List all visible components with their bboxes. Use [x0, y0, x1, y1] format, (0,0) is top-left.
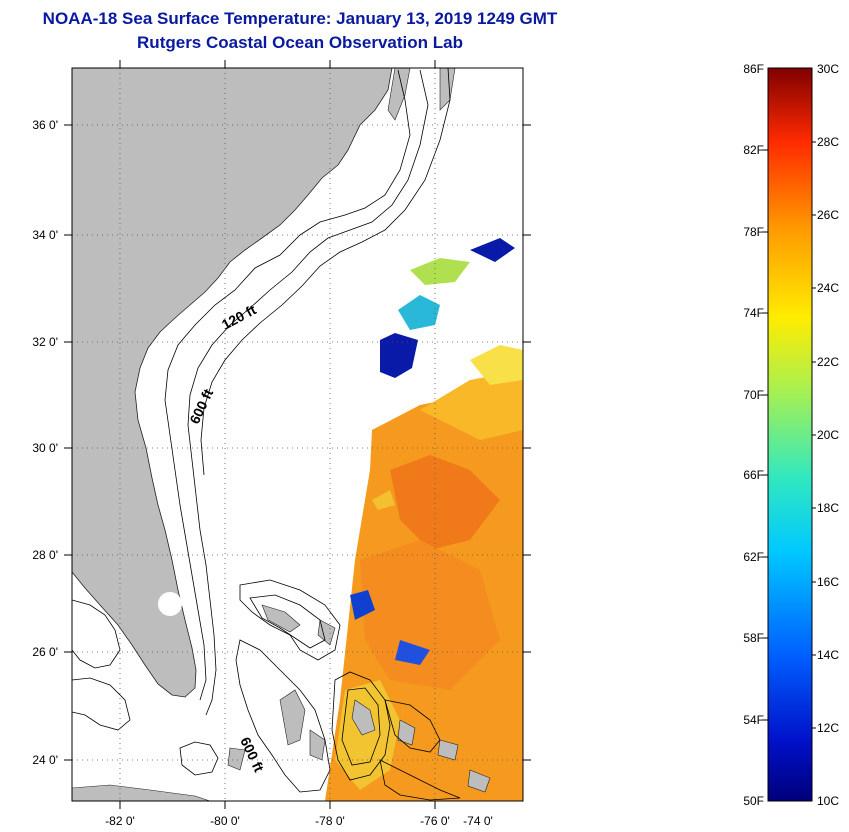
- map-panel: 120 ft 600 ft 600 ft: [72, 68, 523, 801]
- map-title: NOAA-18 Sea Surface Temperature: January…: [42, 9, 558, 28]
- lon-label: -76 0': [420, 814, 450, 828]
- lat-label: 28 0': [32, 548, 58, 562]
- colorbar-f-label: 74F: [743, 306, 764, 320]
- colorbar-c-label: 30C: [817, 62, 839, 76]
- map-subtitle: Rutgers Coastal Ocean Observation Lab: [137, 33, 463, 52]
- lon-label: -82 0': [105, 814, 135, 828]
- colorbar-f-label: 82F: [743, 143, 764, 157]
- colorbar-c-label: 20C: [817, 428, 839, 442]
- colorbar-ramp: [767, 67, 813, 802]
- colorbar-c-label: 24C: [817, 281, 839, 295]
- graticule: [72, 68, 523, 801]
- colorbar-c-label: 22C: [817, 355, 839, 369]
- colorbar-f-label: 54F: [743, 713, 764, 727]
- lon-label: -78 0': [315, 814, 345, 828]
- colorbar-c-label: 18C: [817, 501, 839, 515]
- map-frame: [71, 67, 524, 802]
- colorbar-f-label: 62F: [743, 550, 764, 564]
- lat-label: 36 0': [32, 118, 58, 132]
- lon-label: -74 0': [463, 814, 493, 828]
- longitude-labels: -82 0' -80 0' -78 0' -76 0' -74 0': [105, 814, 493, 828]
- axis-ticks: [64, 60, 531, 809]
- lat-label: 24 0': [32, 753, 58, 767]
- land-mass: [72, 68, 491, 801]
- bathymetry-contours: [72, 68, 461, 801]
- lat-label: 30 0': [32, 441, 58, 455]
- colorbar-c-label: 10C: [817, 794, 839, 808]
- colorbar-c-label: 28C: [817, 135, 839, 149]
- colorbar-f-label: 66F: [743, 468, 764, 482]
- lat-label: 34 0': [32, 228, 58, 242]
- colorbar-f-label: 50F: [743, 794, 764, 808]
- colorbar-c-label: 26C: [817, 208, 839, 222]
- colorbar: 86F 82F 78F 74F 70F 66F 62F 58F 54F 50F …: [743, 62, 839, 808]
- colorbar-f-label: 58F: [743, 631, 764, 645]
- colorbar-c-label: 14C: [817, 648, 839, 662]
- colorbar-c-label: 16C: [817, 575, 839, 589]
- colorbar-f-label: 70F: [743, 388, 764, 402]
- colorbar-f-label: 86F: [743, 62, 764, 76]
- colorbar-c-label: 12C: [817, 721, 839, 735]
- latitude-labels: 36 0' 34 0' 32 0' 30 0' 28 0' 26 0' 24 0…: [32, 118, 58, 767]
- lon-label: -80 0': [210, 814, 240, 828]
- colorbar-f-label: 78F: [743, 225, 764, 239]
- lat-label: 32 0': [32, 335, 58, 349]
- lat-label: 26 0': [32, 645, 58, 659]
